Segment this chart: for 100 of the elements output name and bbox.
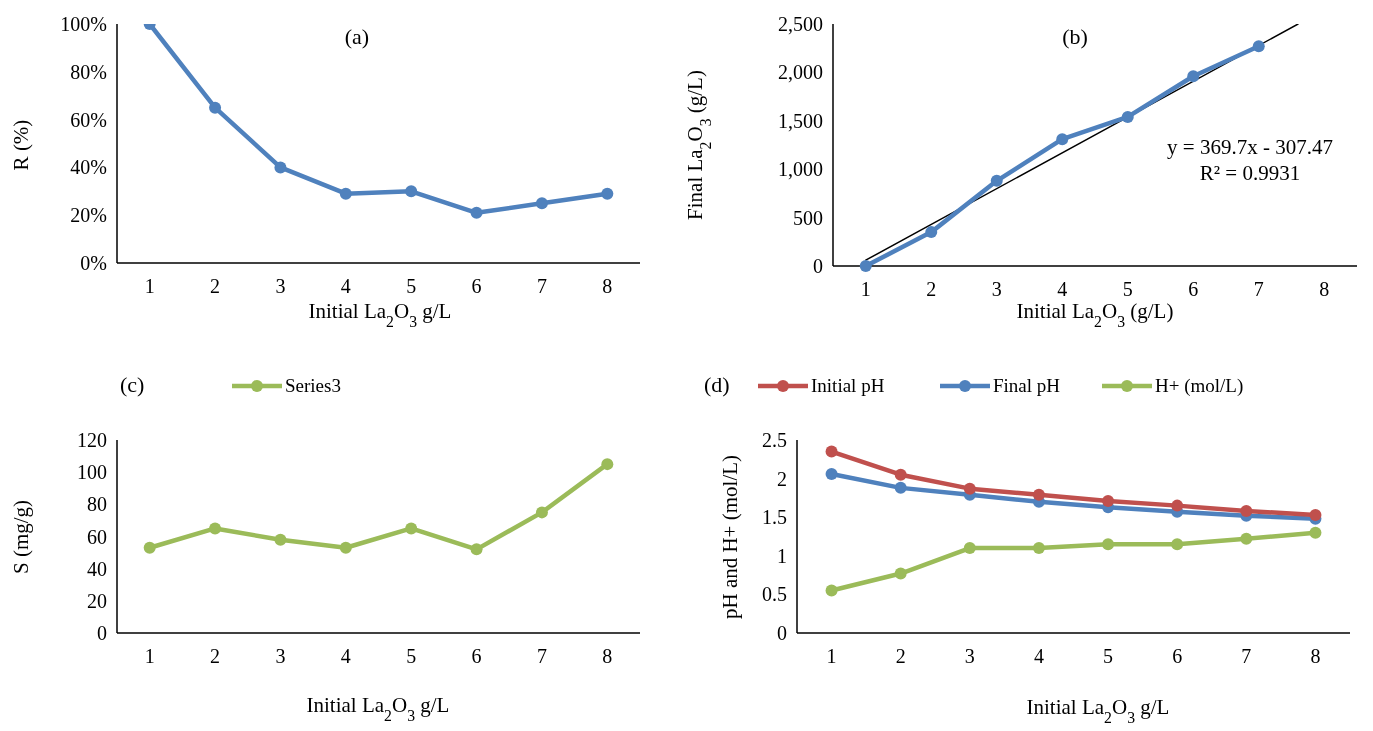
y-tick-label: 80 [87, 493, 107, 516]
y-tick-label: 60 [87, 525, 107, 548]
x-tick-label: 7 [1241, 645, 1252, 667]
x-tick-label: 4 [340, 275, 351, 297]
x-tick-label: 4 [1057, 278, 1068, 300]
x-tick-label: 6 [1172, 645, 1183, 667]
y-tick-label: 1,500 [778, 109, 823, 132]
point [470, 543, 483, 556]
x-tick-label: 6 [1188, 278, 1199, 300]
legend-label: Series3 [285, 375, 341, 396]
point [859, 260, 872, 272]
x-tick-label: 4 [340, 645, 351, 667]
y-tick-label: 40 [87, 557, 107, 580]
y-tick-label: 20 [87, 589, 107, 612]
point [825, 467, 838, 480]
x-tick-label: 7 [536, 275, 547, 297]
x-tick-label: 8 [602, 275, 613, 297]
x-tick-label: 6 [471, 645, 482, 667]
annotation: y = 369.7x - 307.47 [1167, 135, 1333, 159]
x-axis-title: Initial La$_{2}$O$_{3}$ g/L [308, 299, 452, 330]
point [209, 522, 222, 535]
point [894, 567, 907, 580]
point [1171, 538, 1184, 551]
point [143, 541, 156, 554]
point [963, 542, 976, 555]
x-tick-label: 3 [964, 645, 975, 667]
y-tick-label: 2,500 [778, 13, 823, 35]
point [601, 187, 614, 200]
point [1187, 70, 1200, 83]
x-tick-label: 7 [1253, 278, 1264, 300]
point [1252, 40, 1265, 53]
point [274, 161, 287, 174]
x-axis-title: Initial La$_{2}$O$_{3}$ g/L [306, 693, 450, 724]
point [1309, 508, 1322, 521]
legend-label: Initial pH [811, 375, 885, 396]
point [1309, 526, 1322, 539]
point [894, 468, 907, 481]
point [601, 458, 614, 471]
x-tick-label: 3 [275, 645, 286, 667]
point [990, 174, 1003, 187]
x-tick-label: 8 [1310, 645, 1321, 667]
x-tick-label: 4 [1033, 645, 1044, 667]
x-tick-label: 5 [1103, 645, 1114, 667]
y-tick-label: 0 [777, 622, 787, 644]
x-tick-label: 2 [210, 645, 221, 667]
point [1102, 494, 1115, 507]
point [825, 445, 838, 458]
y-tick-label: 0 [813, 255, 823, 277]
x-axis-title: Initial La$_{2}$O$_{3}$ (g/L) [1016, 299, 1174, 330]
y-tick-label: 100 [77, 461, 107, 484]
y-tick-label: 60% [70, 108, 107, 131]
point [274, 533, 287, 546]
point [1240, 532, 1253, 545]
y-tick-label: 2.5 [762, 429, 787, 451]
y-tick-label: 0.5 [762, 583, 787, 606]
x-tick-label: 5 [1122, 278, 1133, 300]
y-tick-label: 2,000 [778, 61, 823, 84]
point [1032, 542, 1045, 555]
x-tick-label: 3 [275, 275, 286, 297]
x-tick-label: 6 [471, 275, 482, 297]
x-tick-label: 5 [406, 645, 417, 667]
y-tick-label: 40% [70, 156, 107, 179]
x-tick-label: 8 [1319, 278, 1330, 300]
y-tick-label: 1.5 [762, 506, 787, 529]
y-tick-label: 0 [97, 622, 107, 644]
point [1240, 505, 1253, 518]
point [894, 481, 907, 494]
x-tick-label: 2 [926, 278, 937, 300]
x-tick-label: 8 [602, 645, 613, 667]
legend-label: Final pH [993, 375, 1061, 396]
y-tick-label: 1 [777, 544, 787, 567]
x-tick-label: 1 [826, 645, 837, 667]
x-tick-label: 3 [991, 278, 1002, 300]
chart-title: (b) [1062, 24, 1088, 49]
annotation: R² = 0.9931 [1199, 161, 1301, 185]
point [339, 541, 352, 554]
point [405, 522, 418, 535]
point [535, 197, 548, 210]
y-axis-title: S (mg/g) [9, 499, 33, 575]
y-tick-label: 80% [70, 60, 107, 83]
x-tick-label: 1 [860, 278, 871, 300]
legend-label: H+ (mol/L) [1155, 375, 1244, 397]
point [339, 187, 352, 200]
point [209, 101, 222, 114]
y-tick-label: 2 [777, 467, 787, 490]
x-tick-label: 1 [144, 275, 155, 297]
y-tick-label: 500 [793, 206, 823, 229]
point [1032, 488, 1045, 501]
point [963, 482, 976, 495]
y-tick-label: 120 [77, 429, 107, 451]
point [1102, 538, 1115, 551]
y-tick-label: 100% [60, 13, 107, 35]
y-tick-label: 1,000 [778, 158, 823, 181]
point [535, 506, 548, 519]
x-tick-label: 1 [144, 645, 155, 667]
y-axis-title: pH and H+ (mol/L) [718, 454, 742, 620]
point [825, 584, 838, 597]
chart-title: (c) [120, 372, 145, 397]
point [925, 226, 938, 239]
y-tick-label: 0% [80, 252, 107, 274]
